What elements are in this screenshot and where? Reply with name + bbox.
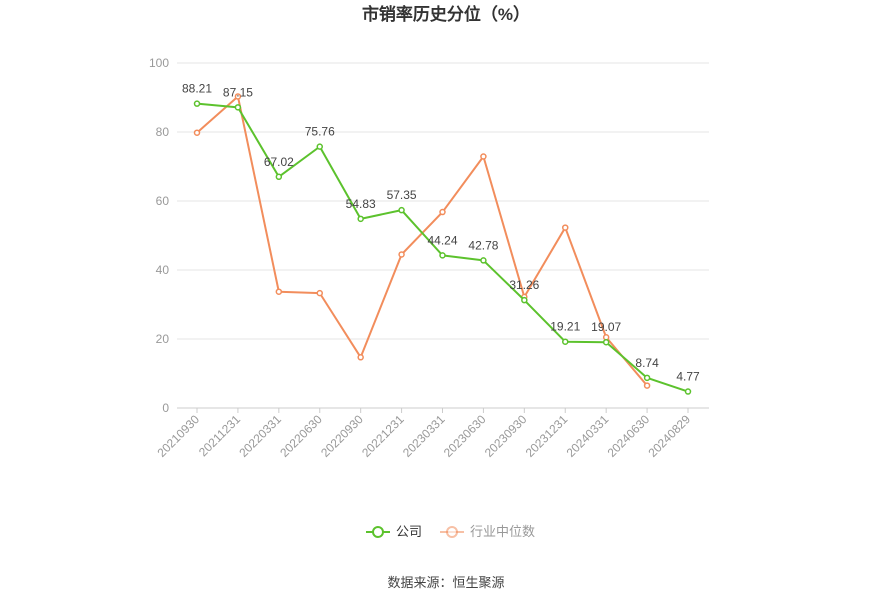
x-tick-label: 20220331 bbox=[236, 412, 284, 460]
grid bbox=[177, 62, 709, 340]
y-tick-label: 100 bbox=[149, 56, 169, 70]
data-label: 8.74 bbox=[635, 356, 659, 370]
x-tick-label: 20230331 bbox=[400, 412, 448, 460]
x-tick-label: 20230630 bbox=[441, 412, 489, 460]
y-tick-label: 60 bbox=[156, 194, 170, 208]
data-point bbox=[643, 374, 651, 382]
series-line bbox=[196, 102, 689, 393]
data-point bbox=[357, 215, 364, 223]
data-point bbox=[398, 251, 405, 258]
data-point bbox=[234, 93, 242, 100]
data-label: 44.24 bbox=[427, 233, 457, 247]
data-label: 19.07 bbox=[591, 320, 621, 334]
data-label: 42.78 bbox=[468, 238, 498, 252]
data-point bbox=[193, 129, 201, 136]
x-tick-label: 20210930 bbox=[154, 412, 202, 460]
x-tick-label: 20221231 bbox=[359, 412, 407, 460]
data-source: 数据来源：恒生聚源 bbox=[387, 575, 504, 590]
legend-swatch-marker bbox=[372, 526, 384, 538]
x-axis: 2021093020211231202203312022063020220930… bbox=[154, 407, 709, 460]
legend-swatch-marker bbox=[446, 526, 458, 538]
data-label: 87.15 bbox=[223, 85, 253, 99]
y-tick-label: 20 bbox=[156, 332, 170, 346]
x-tick-label: 20220930 bbox=[318, 412, 366, 460]
data-point bbox=[439, 208, 446, 216]
data-label: 19.21 bbox=[550, 320, 580, 334]
x-tick-label: 20240331 bbox=[564, 412, 612, 460]
y-tick-label: 40 bbox=[156, 263, 170, 277]
data-label: 88.21 bbox=[182, 82, 212, 96]
data-point bbox=[275, 173, 283, 181]
legend-item[interactable]: 行业中位数 bbox=[440, 524, 535, 539]
data-label: 75.76 bbox=[305, 125, 335, 139]
data-point bbox=[521, 296, 528, 304]
x-tick-label: 20240829 bbox=[645, 412, 693, 460]
data-point bbox=[562, 224, 569, 231]
data-point bbox=[684, 388, 692, 395]
legend-item[interactable]: 公司 bbox=[366, 524, 422, 539]
data-labels: 88.21 87.15 67.02 75.76 54.83 57.35 44.24 42.78… bbox=[182, 82, 700, 384]
x-tick-label: 20240630 bbox=[605, 412, 653, 460]
legend-label: 行业中位数 bbox=[470, 524, 535, 539]
data-point bbox=[480, 257, 487, 264]
y-axis: 0 20 40 60 80 100 bbox=[149, 56, 169, 415]
x-tick-label: 20231231 bbox=[523, 412, 571, 460]
data-point bbox=[562, 338, 569, 345]
data-label: 67.02 bbox=[264, 155, 294, 169]
data-point bbox=[234, 104, 242, 111]
data-label: 31.26 bbox=[509, 278, 539, 292]
y-tick-label: 0 bbox=[162, 401, 169, 415]
y-tick-label: 80 bbox=[156, 125, 170, 139]
data-point bbox=[439, 252, 446, 259]
data-point bbox=[643, 382, 651, 389]
data-point bbox=[398, 206, 405, 214]
series-layer bbox=[193, 93, 692, 395]
data-label: 54.83 bbox=[346, 197, 376, 211]
data-point bbox=[275, 288, 283, 295]
x-tick-label: 20230930 bbox=[482, 412, 530, 460]
data-label: 4.77 bbox=[676, 370, 700, 384]
chart-title: 市销率历史分位（%） bbox=[362, 4, 530, 24]
data-point bbox=[316, 289, 323, 297]
x-tick-label: 20211231 bbox=[196, 412, 243, 459]
data-point bbox=[480, 153, 487, 160]
legend-label: 公司 bbox=[396, 524, 422, 539]
data-label: 57.35 bbox=[387, 188, 417, 202]
data-point bbox=[602, 338, 610, 346]
data-point bbox=[193, 100, 201, 107]
data-point bbox=[316, 143, 323, 150]
x-tick-label: 20220630 bbox=[277, 412, 325, 460]
legend[interactable]: 公司 行业中位数 bbox=[366, 524, 535, 539]
data-point bbox=[357, 354, 364, 361]
